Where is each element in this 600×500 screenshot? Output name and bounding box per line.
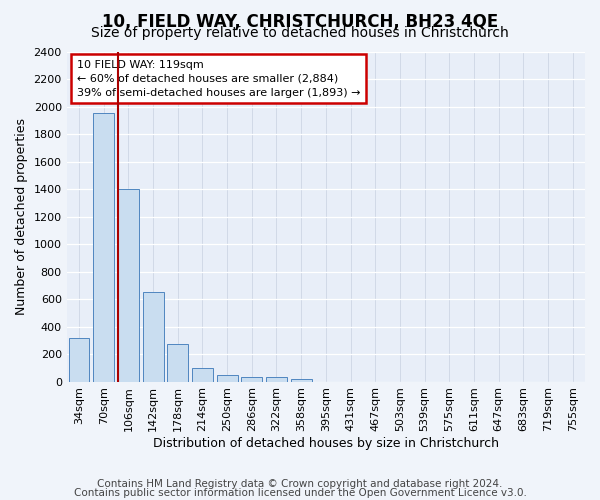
Bar [241,377,262,382]
Bar [192,368,213,382]
Bar [93,114,114,382]
Bar [68,338,89,382]
Bar [143,292,164,382]
Y-axis label: Number of detached properties: Number of detached properties [15,118,28,315]
Bar [217,376,238,382]
Bar [266,378,287,382]
Bar [118,189,139,382]
X-axis label: Distribution of detached houses by size in Christchurch: Distribution of detached houses by size … [153,437,499,450]
Text: Contains HM Land Registry data © Crown copyright and database right 2024.: Contains HM Land Registry data © Crown c… [97,479,503,489]
Text: 10, FIELD WAY, CHRISTCHURCH, BH23 4QE: 10, FIELD WAY, CHRISTCHURCH, BH23 4QE [102,12,498,30]
Text: Contains public sector information licensed under the Open Government Licence v3: Contains public sector information licen… [74,488,526,498]
Bar [290,379,311,382]
Text: 10 FIELD WAY: 119sqm
← 60% of detached houses are smaller (2,884)
39% of semi-de: 10 FIELD WAY: 119sqm ← 60% of detached h… [77,60,361,98]
Bar [167,344,188,382]
Text: Size of property relative to detached houses in Christchurch: Size of property relative to detached ho… [91,26,509,40]
